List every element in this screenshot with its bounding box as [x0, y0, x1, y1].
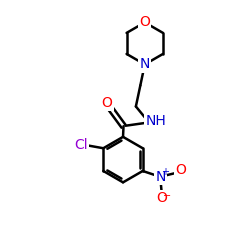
Text: O: O: [175, 164, 186, 177]
Text: Cl: Cl: [74, 138, 88, 152]
Text: +: +: [161, 167, 169, 177]
Text: O: O: [102, 96, 112, 110]
Text: N: N: [155, 170, 166, 184]
Text: O: O: [156, 192, 167, 205]
Text: N: N: [140, 58, 150, 71]
Text: O: O: [139, 16, 150, 30]
Text: −: −: [163, 192, 171, 202]
Text: NH: NH: [145, 114, 166, 128]
